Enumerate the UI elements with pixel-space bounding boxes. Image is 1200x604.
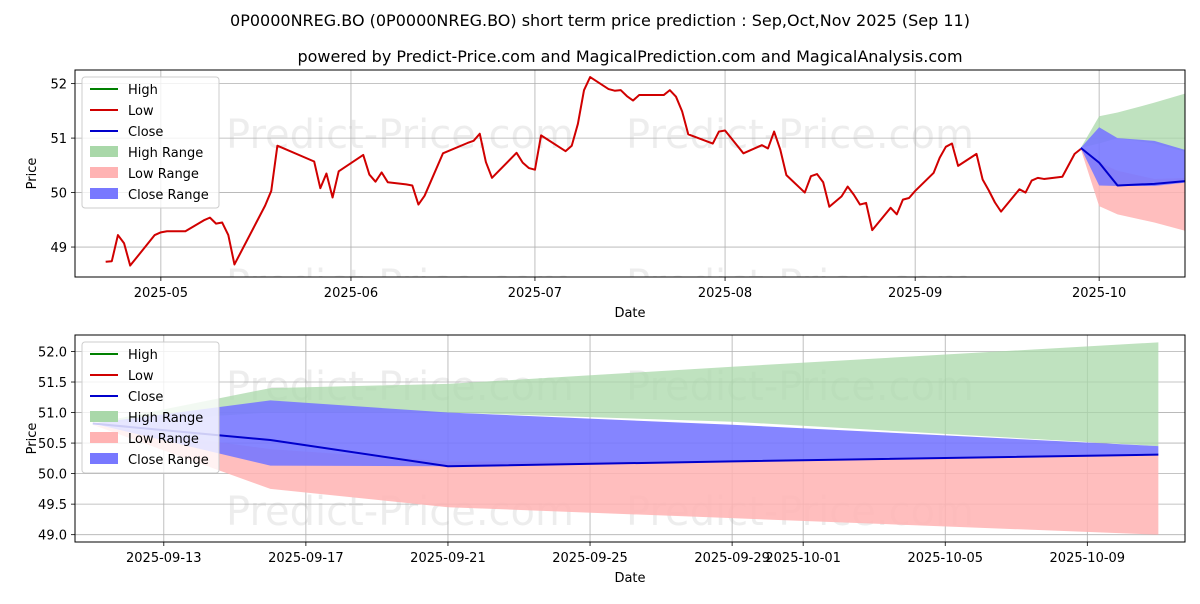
y-tick-label: 49.5 — [38, 498, 67, 513]
x-tick-label: 2025-09 — [888, 286, 942, 301]
legend-label: High Range — [128, 146, 203, 161]
chart-title: 0P0000NREG.BO (0P0000NREG.BO) short term… — [230, 11, 970, 30]
legend-patch-swatch — [90, 453, 118, 464]
y-tick-label: 50 — [50, 187, 67, 202]
y-tick-label: 51.5 — [38, 376, 67, 391]
bottom-chart-panel: Predict-Price.comPredict-Price.comPredic… — [25, 334, 1186, 586]
y-axis-label: Price — [25, 423, 40, 455]
close-range-band — [92, 400, 1159, 467]
legend-label: Low Range — [128, 432, 199, 447]
y-tick-label: 50.0 — [38, 468, 67, 483]
x-tick-label: 2025-06 — [324, 286, 378, 301]
y-tick-label: 50.5 — [38, 437, 67, 452]
y-tick-label: 49 — [50, 241, 67, 256]
legend-patch-swatch — [90, 411, 118, 422]
high-range-band — [92, 342, 1159, 447]
low-range-band — [92, 424, 1159, 535]
legend-label: Close — [128, 125, 163, 140]
x-tick-label: 2025-09-17 — [268, 551, 344, 566]
x-axis-label: Date — [614, 306, 645, 321]
x-tick-label: 2025-10-01 — [765, 551, 841, 566]
legend-label: Close Range — [128, 188, 209, 203]
watermark-text: Predict-Price.com — [226, 262, 574, 308]
legend-patch-swatch — [90, 167, 118, 178]
legend-patch-swatch — [90, 432, 118, 443]
x-tick-label: 2025-10 — [1072, 286, 1126, 301]
x-tick-label: 2025-07 — [508, 286, 562, 301]
x-tick-label: 2025-09-25 — [552, 551, 628, 566]
y-tick-label: 49.0 — [38, 529, 67, 544]
plot-area — [75, 335, 1185, 542]
legend-label: High Range — [128, 411, 203, 426]
legend-label: Low Range — [128, 167, 199, 182]
top-chart-panel: Predict-Price.com Predict-Price.com Predic… — [25, 69, 1186, 321]
y-axis-label: Price — [25, 158, 40, 190]
y-tick-label: 51 — [50, 132, 67, 147]
x-tick-label: 2025-10-05 — [907, 551, 983, 566]
legend-label: High — [128, 83, 158, 98]
watermark-text: Predict-Price.com — [626, 112, 974, 158]
y-tick-label: 51.0 — [38, 407, 67, 422]
plot-frame — [74, 69, 1186, 278]
legend-label: Close Range — [128, 453, 209, 468]
x-tick-label: 2025-09-29 — [694, 551, 770, 566]
x-tick-label: 2025-10-09 — [1050, 551, 1126, 566]
chart-legend: High Low Close High Range Low Range Close Ran… — [81, 341, 220, 474]
y-tick-label: 52.0 — [38, 345, 67, 360]
watermark-text: Predict-Price.com — [226, 112, 574, 158]
plot-area — [75, 70, 1185, 277]
x-tick-label: 2025-09-21 — [410, 551, 486, 566]
legend-label: Low — [128, 104, 154, 119]
legend-patch-swatch — [90, 146, 118, 157]
y-tick-label: 52 — [50, 78, 67, 93]
watermark-text: Predict-Price.com — [626, 262, 974, 308]
x-tick-label: 2025-09-13 — [126, 551, 202, 566]
x-axis-label: Date — [614, 571, 645, 586]
plot-frame — [74, 334, 1186, 543]
x-tick-label: 2025-05 — [134, 286, 188, 301]
legend-patch-swatch — [90, 188, 118, 199]
legend-label: High — [128, 348, 158, 363]
x-tick-label: 2025-08 — [698, 286, 752, 301]
chart-subtitle: powered by Predict-Price.com and Magical… — [297, 47, 962, 66]
chart-legend: High Low Close High Range Low Range Close Ran… — [81, 76, 220, 209]
low-price-line — [105, 76, 1082, 267]
close-forecast-line — [1080, 147, 1185, 187]
plot-background — [75, 70, 1185, 277]
legend-label: Close — [128, 390, 163, 405]
legend-label: Low — [128, 369, 154, 384]
